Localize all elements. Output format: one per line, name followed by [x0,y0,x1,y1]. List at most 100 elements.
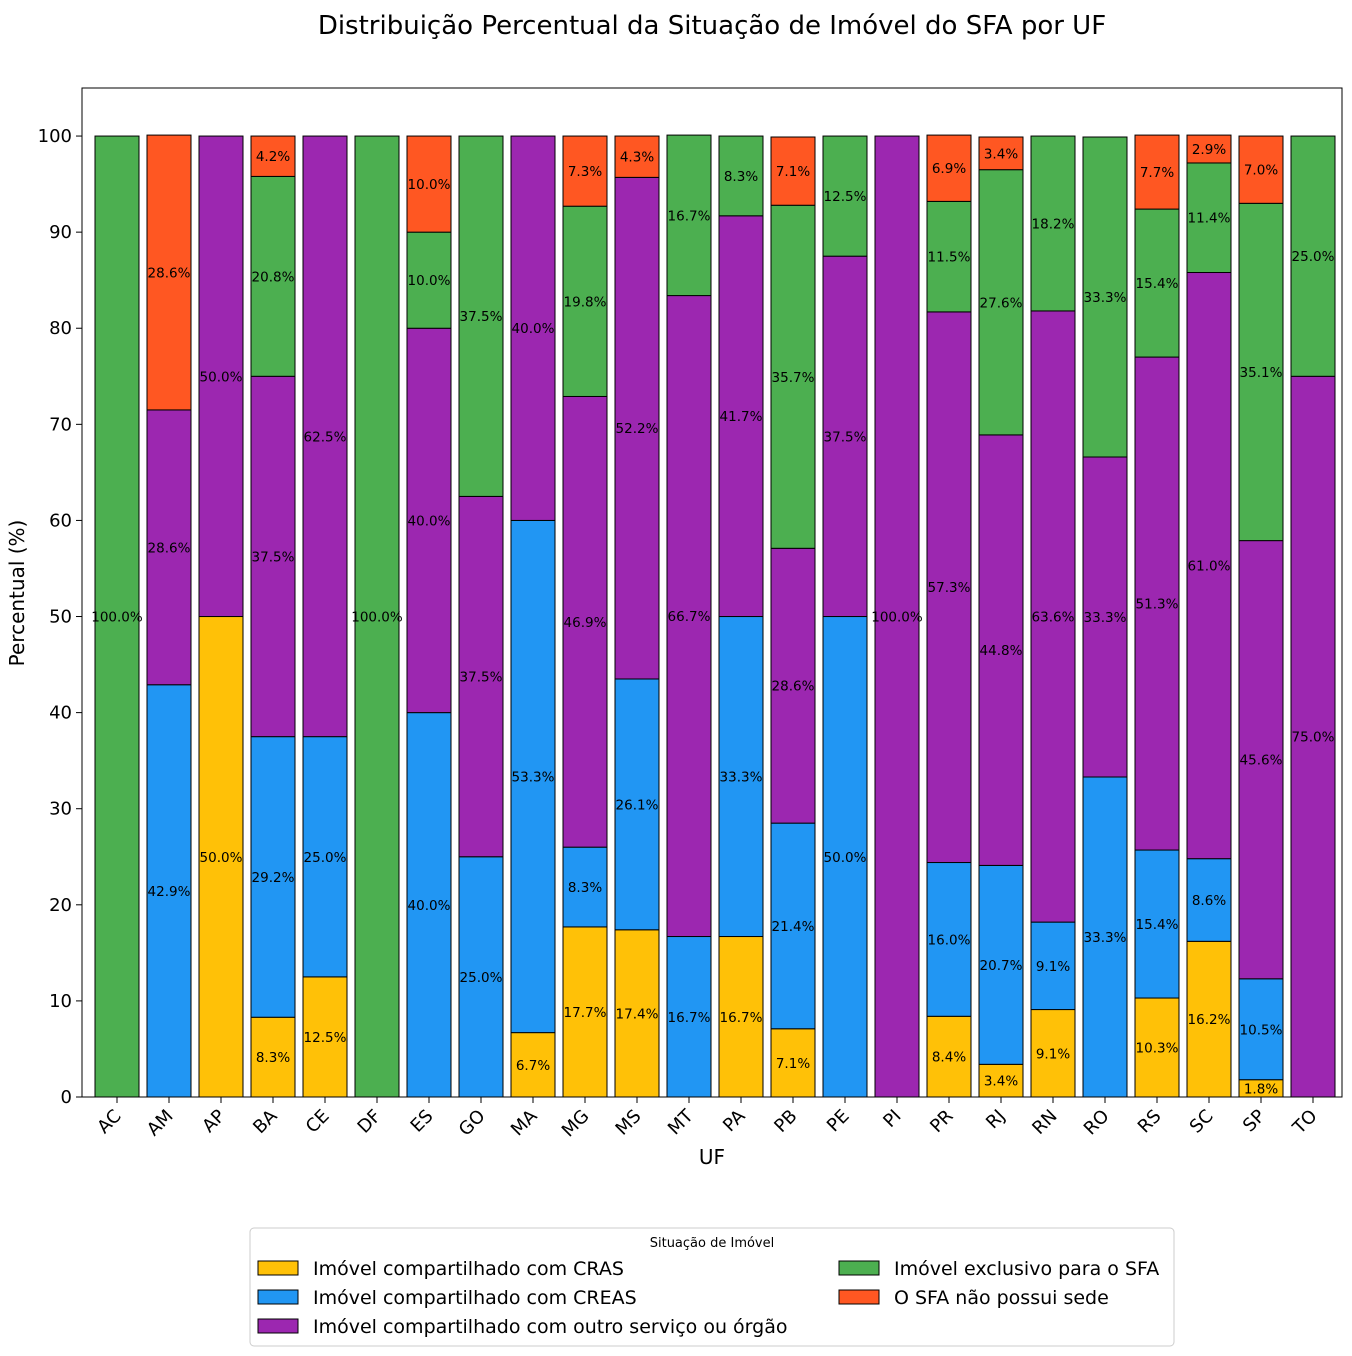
legend-swatch [838,1289,880,1305]
x-tick-label: MS [612,1106,646,1140]
data-label: 7.1% [776,164,810,180]
legend-entry: O SFA não possui sede [894,1287,1109,1309]
data-label: 10.0% [408,273,451,289]
legend-entry: Imóvel compartilhado com CRAS [313,1258,624,1280]
bar-RJ-series-4 [978,136,1024,171]
y-tick-label: 50 [49,607,72,628]
legend-box [249,1227,1175,1347]
data-label: 10.5% [1240,1022,1283,1038]
bars-group [94,134,1336,1098]
bar-TO-series-3 [1290,135,1336,377]
data-label: 100.0% [351,610,403,626]
y-tick-label: 10 [49,991,72,1012]
x-tick-label: BA [249,1105,282,1138]
data-labels-group: 50.0% 8.3% 12.5% 6.7% 17.7% 17.4% 16.7% 7.1% 8.4… [91,142,1334,1097]
data-label: 15.4% [1136,276,1179,292]
data-label: 16.2% [1188,1012,1231,1028]
bar-MT-series-3 [666,134,712,297]
bar-BA-series-4 [250,135,296,177]
data-label: 25.0% [460,970,503,986]
bar-PE-series-1 [822,616,868,1098]
data-label: 100.0% [91,610,143,626]
data-label: 28.6% [148,266,191,282]
data-label: 33.3% [1084,610,1127,626]
data-label: 37.5% [824,429,867,445]
y-tick-label: 0 [61,1087,72,1108]
data-label: 9.1% [1036,1046,1070,1062]
y-tick-label: 80 [49,318,72,339]
data-label: 29.2% [252,870,295,886]
data-label: 10.0% [408,177,451,193]
bar-MT-series-1 [666,936,712,1098]
bar-ES-series-2 [406,327,452,714]
data-label: 4.2% [256,149,290,165]
bar-MG-series-3 [562,205,608,397]
data-label: 8.3% [568,880,602,896]
bar-AM-series-2 [146,409,192,686]
x-tick-label: SP [1239,1106,1270,1137]
data-label: 46.9% [564,615,607,631]
bar-MS-series-4 [614,135,660,178]
data-label: 37.5% [460,309,503,325]
y-tick-label: 100 [38,126,72,147]
data-label: 52.2% [616,421,659,437]
data-label: 28.6% [772,679,815,695]
data-label: 42.9% [148,884,191,900]
data-label: 2.9% [1192,142,1226,158]
data-label: 40.0% [512,321,555,337]
data-label: 26.1% [616,797,659,813]
bar-SC-series-4 [1186,134,1232,164]
legend-swatch [257,1260,299,1276]
bar-GO-series-1 [458,856,504,1098]
bar-AM-series-4 [146,134,192,411]
bar-PB-series-4 [770,136,816,206]
data-label: 35.1% [1240,365,1283,381]
bar-AC-series-3 [94,135,140,1098]
data-label: 100.0% [871,610,923,626]
x-tick-label: AC [93,1106,125,1138]
data-label: 21.4% [772,919,815,935]
bar-RJ-series-2 [978,434,1024,866]
bar-RJ-series-1 [978,864,1024,1065]
data-label: 17.7% [564,1005,607,1021]
data-label: 35.7% [772,370,815,386]
legend: Situação de Imóvel Imóvel compartilhado … [249,1227,1175,1347]
x-tick-label: SC [1186,1106,1218,1138]
bar-PR-series-0 [926,1015,972,1098]
legend-swatch [838,1260,880,1276]
x-tick-label: RJ [982,1106,1009,1133]
data-label: 45.6% [1240,753,1283,769]
data-label: 4.3% [620,150,654,166]
data-label: 8.3% [256,1050,290,1066]
x-tick-label: GO [455,1106,490,1141]
data-label: 53.3% [512,770,555,786]
data-label: 16.0% [928,932,971,948]
bar-MS-series-2 [614,176,660,680]
bar-PR-series-2 [926,311,972,864]
data-label: 50.0% [200,850,243,866]
bar-PA-series-2 [718,215,764,618]
data-label: 33.3% [1084,930,1127,946]
data-label: 40.0% [408,513,451,529]
bar-PR-series-3 [926,200,972,313]
data-label: 25.0% [1292,249,1335,265]
bar-SC-series-1 [1186,858,1232,942]
bar-RS-series-4 [1134,134,1180,210]
data-label: 6.9% [932,161,966,177]
data-label: 7.3% [568,164,602,180]
bar-BA-series-3 [250,175,296,377]
data-label: 37.5% [460,670,503,686]
data-label: 28.6% [148,540,191,556]
bar-PI-series-2 [874,135,920,1098]
x-tick-label: CE [302,1106,334,1138]
data-label: 7.7% [1140,165,1174,181]
data-label: 9.1% [1036,959,1070,975]
legend-entry: Imóvel compartilhado com CREAS [313,1287,637,1309]
y-tick-label: 90 [49,222,72,243]
x-tick-label: PI [879,1106,905,1132]
bar-PE-series-2 [822,255,868,618]
bar-RO-series-3 [1082,136,1128,458]
bar-CE-series-1 [302,736,348,978]
bar-RN-series-1 [1030,921,1076,1011]
data-label: 62.5% [304,429,347,445]
